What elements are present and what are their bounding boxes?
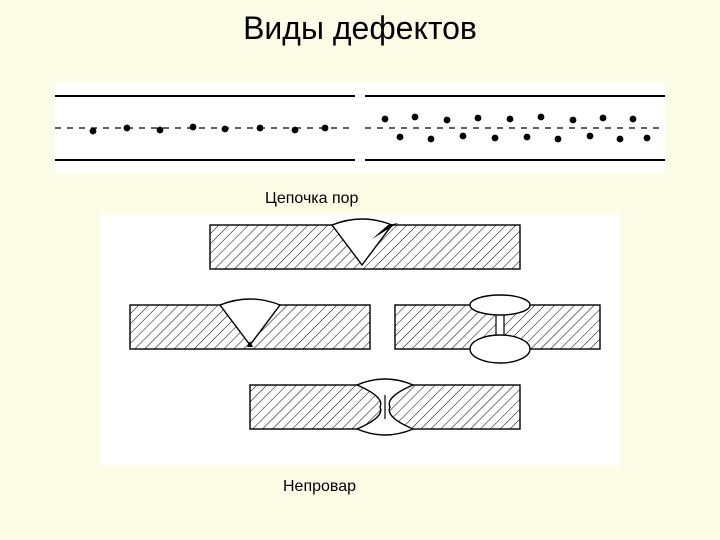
caption-pore-chain: Цепочка пор	[265, 190, 358, 208]
pore-chain-svg	[55, 82, 665, 174]
page-title: Виды дефектов	[0, 10, 720, 47]
diagram-pore-chain	[55, 82, 665, 174]
caption-lack-of-penetration: Непровар	[283, 478, 356, 496]
lack-of-penetration-svg	[100, 215, 620, 465]
diagram-lack-of-penetration	[100, 215, 620, 465]
